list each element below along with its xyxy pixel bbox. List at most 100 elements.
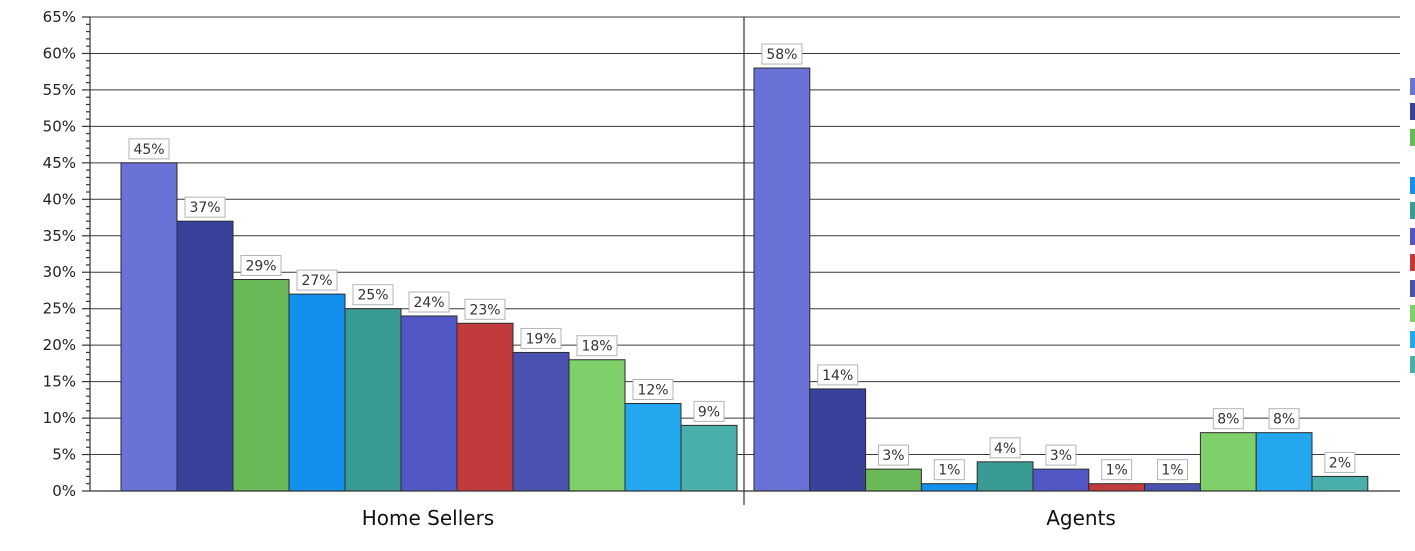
legend-swatch — [1410, 331, 1415, 348]
data-label: 2% — [1324, 451, 1356, 473]
bar-agents-10 — [1255, 432, 1313, 492]
legend-swatch — [1410, 202, 1415, 219]
y-tick-label: 55% — [43, 81, 76, 99]
axes — [89, 16, 1400, 505]
svg-text:23%: 23% — [469, 302, 500, 318]
y-tick-label: 50% — [43, 117, 76, 135]
legend-swatch — [1410, 103, 1415, 120]
bar-home-sellers-10 — [624, 402, 682, 492]
bar-agents-8 — [1144, 483, 1201, 492]
y-tick-label: 60% — [43, 44, 76, 62]
legend-swatch — [1410, 129, 1415, 146]
y-tick-label: 20% — [43, 336, 76, 354]
data-label: 14% — [817, 364, 859, 386]
data-label: 29% — [240, 255, 282, 277]
legend-swatch — [1410, 305, 1415, 322]
bar-home-sellers-11 — [680, 424, 738, 492]
data-label: 1% — [1157, 459, 1188, 481]
x-axis-categories: Home Sellers Agents — [362, 506, 1116, 530]
bar-agents-5 — [976, 461, 1034, 492]
svg-text:1%: 1% — [1106, 463, 1128, 479]
svg-text:2%: 2% — [1329, 455, 1351, 471]
data-label: 19% — [520, 327, 562, 349]
svg-text:1%: 1% — [938, 463, 960, 479]
bar-home-sellers-9 — [568, 359, 626, 492]
svg-text:3%: 3% — [882, 448, 904, 464]
data-label: 45% — [128, 138, 170, 160]
bar-agents-7 — [1088, 483, 1146, 492]
bar-agents-6 — [1032, 468, 1090, 492]
svg-text:29%: 29% — [245, 259, 276, 275]
x-category-label: Agents — [1046, 506, 1116, 530]
data-label: 24% — [408, 291, 450, 313]
svg-text:3%: 3% — [1050, 448, 1072, 464]
bar-agents-9 — [1199, 432, 1257, 492]
bar-agents-4 — [920, 483, 978, 492]
legend-swatch — [1410, 280, 1415, 297]
data-label: 8% — [1212, 408, 1244, 430]
legend — [1410, 78, 1415, 373]
svg-text:19%: 19% — [525, 331, 556, 347]
bar-home-sellers-5 — [344, 308, 402, 492]
y-tick-label: 10% — [43, 409, 76, 427]
legend-swatch — [1410, 356, 1415, 373]
svg-text:58%: 58% — [766, 47, 797, 63]
bar-home-sellers-3 — [232, 279, 290, 492]
svg-text:24%: 24% — [413, 295, 444, 311]
data-label: 9% — [693, 400, 725, 422]
data-label: 37% — [184, 196, 226, 218]
data-label: 25% — [352, 284, 394, 306]
svg-text:4%: 4% — [994, 441, 1016, 457]
data-labels: 45% 37% 29% 27% 25% 24% 23% 19% 18% 12% 9% 58% 14% 3%… — [128, 43, 1356, 481]
y-tick-label: 15% — [43, 373, 76, 391]
svg-text:25%: 25% — [357, 288, 388, 304]
svg-text:14%: 14% — [822, 368, 853, 384]
bar-home-sellers-8 — [512, 351, 570, 492]
svg-text:27%: 27% — [301, 273, 332, 289]
legend-swatch — [1410, 228, 1415, 245]
x-category-label: Home Sellers — [362, 506, 494, 530]
legend-swatch — [1410, 254, 1415, 271]
bar-agents-2 — [809, 388, 867, 492]
legend-swatch — [1410, 78, 1415, 95]
bars — [120, 67, 1369, 492]
legend-swatch — [1410, 177, 1415, 194]
bar-home-sellers-7 — [456, 322, 514, 492]
bar-home-sellers-1 — [120, 162, 178, 492]
bar-agents-3 — [865, 468, 922, 492]
data-label: 3% — [878, 444, 909, 466]
data-label: 23% — [464, 298, 506, 320]
bar-home-sellers-6 — [400, 315, 458, 492]
y-tick-label: 45% — [43, 154, 76, 172]
y-tick-label: 30% — [43, 263, 76, 281]
y-tick-label: 35% — [43, 227, 76, 245]
data-label: 27% — [296, 269, 338, 291]
data-label: 18% — [576, 335, 618, 357]
y-tick-label: 25% — [43, 300, 76, 318]
svg-text:8%: 8% — [1273, 412, 1295, 428]
svg-text:18%: 18% — [581, 339, 612, 355]
y-tick-label: 40% — [43, 190, 76, 208]
data-label: 1% — [1101, 459, 1133, 481]
svg-text:1%: 1% — [1161, 463, 1183, 479]
bar-agents-1 — [753, 67, 811, 492]
data-label: 3% — [1045, 444, 1077, 466]
svg-text:45%: 45% — [133, 142, 164, 158]
bar-home-sellers-2 — [176, 220, 234, 492]
y-tick-label: 0% — [52, 482, 76, 500]
y-tick-label: 5% — [52, 446, 76, 464]
svg-text:37%: 37% — [189, 200, 220, 216]
svg-text:8%: 8% — [1217, 412, 1239, 428]
data-label: 12% — [632, 378, 674, 400]
data-label: 58% — [761, 43, 803, 65]
svg-text:12%: 12% — [637, 382, 668, 398]
data-label: 8% — [1268, 408, 1300, 430]
bar-home-sellers-4 — [288, 293, 346, 492]
data-label: 4% — [989, 437, 1021, 459]
y-tick-label: 65% — [43, 8, 76, 26]
y-axis: 0% 5% 10% 15% 20% 25% 30% 35% 40% 45% 50% 55% 60% 65% — [43, 8, 90, 500]
data-label: 1% — [933, 459, 965, 481]
bar-agents-11 — [1311, 475, 1369, 492]
svg-text:9%: 9% — [698, 404, 720, 420]
